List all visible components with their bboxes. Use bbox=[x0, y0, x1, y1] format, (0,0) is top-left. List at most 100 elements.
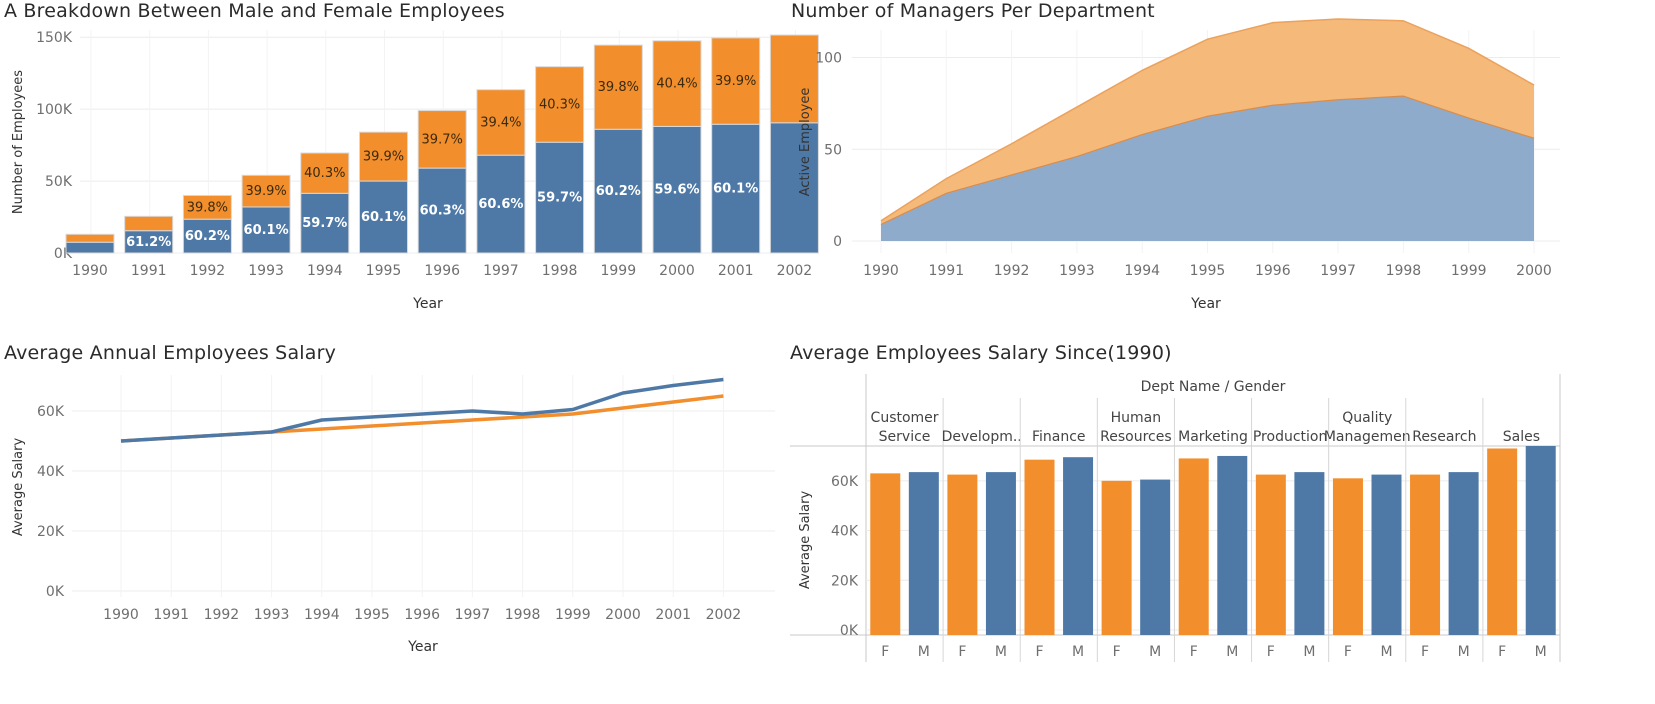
y-tick-label: 50K bbox=[45, 174, 73, 190]
dept-name: Sales bbox=[1503, 429, 1540, 445]
male-bar bbox=[652, 125, 702, 254]
male-pct-label: 59.7% bbox=[302, 216, 347, 231]
x-tick-label: 1990 bbox=[863, 263, 899, 279]
female-bar bbox=[417, 110, 467, 169]
dept-salary-title: Average Employees Salary Since(1990) bbox=[790, 342, 1172, 364]
x-tick-label: 1999 bbox=[1451, 263, 1487, 279]
male-pct-label: 60.3% bbox=[420, 204, 465, 219]
female-bar bbox=[182, 194, 232, 220]
gender-label: F bbox=[1190, 644, 1198, 660]
y-tick-label: 100K bbox=[36, 102, 73, 118]
x-tick-label: 1999 bbox=[555, 607, 591, 623]
salary-trend-title: Average Annual Employees Salary bbox=[4, 342, 337, 364]
male-salary-bar bbox=[1217, 455, 1248, 635]
lower-area bbox=[881, 96, 1534, 241]
y-tick-label: 40K bbox=[831, 524, 859, 540]
gender-label: M bbox=[1226, 644, 1238, 660]
y-tick-label: 0K bbox=[46, 584, 65, 600]
gender-label: M bbox=[1380, 644, 1392, 660]
female-pct-label: 40.3% bbox=[539, 97, 580, 112]
x-tick-label: 1995 bbox=[354, 607, 390, 623]
y-tick-label: 150K bbox=[36, 30, 73, 46]
male-salary-line bbox=[120, 377, 724, 443]
managers-title: Number of Managers Per Department bbox=[791, 0, 1155, 22]
female-bar bbox=[241, 174, 291, 208]
male-bar bbox=[711, 123, 761, 254]
female-salary-bar bbox=[947, 474, 978, 635]
y-tick-label: 60K bbox=[831, 474, 859, 490]
gender-label: M bbox=[1303, 644, 1315, 660]
x-axis-title: Year bbox=[412, 296, 443, 312]
x-tick-label: 2002 bbox=[706, 607, 742, 623]
gender-label: M bbox=[1535, 644, 1547, 660]
male-pct-label: 60.1% bbox=[361, 210, 406, 225]
x-tick-label: 1995 bbox=[1190, 263, 1226, 279]
female-bar bbox=[652, 40, 702, 127]
male-salary-bar bbox=[1371, 474, 1402, 635]
male-pct-label: 60.1% bbox=[713, 182, 758, 197]
x-tick-label: 1991 bbox=[131, 263, 167, 279]
male-pct-label: 61.2% bbox=[126, 235, 171, 250]
upper-area bbox=[881, 18, 1534, 225]
female-bar bbox=[65, 233, 115, 243]
dept-salary-panel: Average Employees Salary Since(1990) Dep… bbox=[790, 340, 1655, 704]
female-pct-label: 39.8% bbox=[187, 200, 228, 215]
x-tick-label: 2000 bbox=[1516, 263, 1552, 279]
dept-name: Marketing bbox=[1178, 429, 1248, 445]
y-tick-label: 20K bbox=[831, 573, 859, 589]
female-bar bbox=[711, 37, 761, 125]
x-tick-label: 1995 bbox=[366, 263, 402, 279]
gender-label: F bbox=[1421, 644, 1429, 660]
x-tick-label: 1996 bbox=[1255, 263, 1291, 279]
female-salary-bar bbox=[1255, 474, 1286, 635]
male-bar bbox=[593, 128, 643, 254]
dept-name: Production bbox=[1253, 429, 1327, 445]
x-tick-label: 1997 bbox=[483, 263, 519, 279]
female-bar bbox=[300, 152, 350, 194]
y-axis-title: Active Employee bbox=[798, 88, 813, 197]
male-salary-bar bbox=[908, 472, 939, 635]
header-title: Dept Name / Gender bbox=[1141, 379, 1286, 395]
male-pct-label: 60.2% bbox=[596, 184, 641, 199]
male-bar bbox=[476, 154, 526, 254]
male-pct-label: 60.6% bbox=[478, 197, 523, 212]
female-salary-bar bbox=[1487, 448, 1518, 635]
male-bar bbox=[300, 192, 350, 254]
male-salary-bar bbox=[1294, 472, 1325, 635]
male-salary-bar bbox=[985, 472, 1016, 635]
dept-salary-chart: Dept Name / Gender 0K 20K 40K 60K Customer Ser… bbox=[790, 374, 1561, 662]
x-tick-label: 1993 bbox=[254, 607, 290, 623]
female-salary-bar bbox=[870, 473, 901, 635]
x-tick-label: 1992 bbox=[994, 263, 1030, 279]
female-bar bbox=[124, 215, 174, 232]
x-tick-label: 1994 bbox=[304, 607, 340, 623]
dept-name-line2: Managemen bbox=[1324, 429, 1411, 445]
x-tick-label: 1991 bbox=[928, 263, 964, 279]
gender-label: F bbox=[1035, 644, 1043, 660]
managers-chart: 0 50 100 1990 1991 1992 1993 1994 1995 1996 1997 19… bbox=[798, 18, 1560, 312]
male-pct-label: 60.1% bbox=[244, 223, 289, 238]
female-bar bbox=[769, 34, 819, 124]
dept-name-line1: Quality bbox=[1342, 410, 1392, 426]
female-salary-bar bbox=[1410, 474, 1441, 635]
gender-breakdown-chart: 0K50K100K150K199061.2%199160.2%39.8%1992… bbox=[11, 30, 819, 312]
y-axis-title: Number of Employees bbox=[11, 70, 26, 214]
male-bar bbox=[182, 218, 232, 254]
x-tick-label: 1993 bbox=[1059, 263, 1095, 279]
gender-breakdown-title: A Breakdown Between Male and Female Empl… bbox=[4, 0, 505, 22]
female-salary-bar bbox=[1024, 459, 1055, 635]
x-tick-label: 1998 bbox=[542, 263, 578, 279]
gender-label: M bbox=[995, 644, 1007, 660]
x-tick-label: 1999 bbox=[600, 263, 636, 279]
female-salary-bar bbox=[1101, 480, 1132, 635]
male-bar bbox=[65, 241, 115, 254]
gender-label: F bbox=[1267, 644, 1275, 660]
male-salary-bar bbox=[1063, 457, 1094, 635]
lower-area-line bbox=[880, 95, 1535, 226]
x-tick-label: 1998 bbox=[505, 607, 541, 623]
male-salary-bar bbox=[1525, 446, 1556, 635]
male-bar bbox=[535, 141, 585, 254]
x-tick-label: 2000 bbox=[605, 607, 641, 623]
x-tick-label: 1991 bbox=[153, 607, 189, 623]
male-bar bbox=[769, 122, 819, 254]
